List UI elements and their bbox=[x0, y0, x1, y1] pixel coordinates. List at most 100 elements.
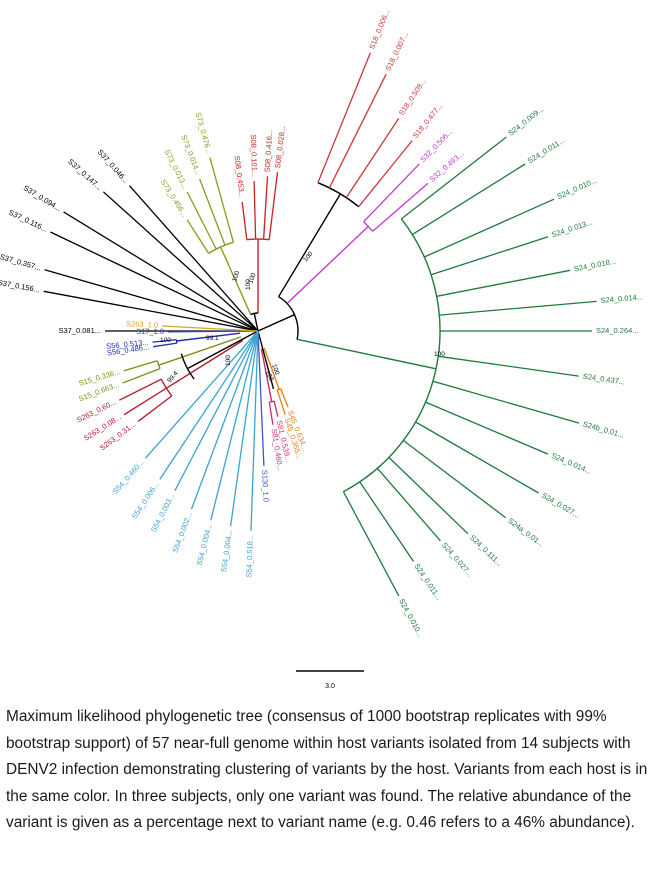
bootstrap-value: 100 bbox=[247, 272, 257, 285]
leaf-branch bbox=[153, 342, 177, 348]
leaf-label: S24_0.264... bbox=[596, 326, 639, 335]
leaf-label: S08_0.101... bbox=[249, 134, 259, 177]
leaf-branch bbox=[401, 136, 507, 220]
leaf-label: S24_0.014... bbox=[600, 292, 643, 305]
leaf-branch bbox=[229, 330, 259, 527]
leaf-branch bbox=[430, 236, 549, 276]
leaf-branch bbox=[162, 325, 259, 332]
leaf-branch bbox=[372, 182, 429, 232]
leaf-branch bbox=[436, 269, 571, 297]
leaf-label: S24_0.027... bbox=[440, 541, 475, 579]
leaf-branch bbox=[388, 456, 469, 535]
leaf-label: S18_0.007... bbox=[383, 30, 410, 72]
leaf-branch bbox=[186, 191, 217, 250]
leaf-label: S54_0.004... bbox=[219, 529, 234, 572]
leaf-branch bbox=[190, 330, 259, 510]
leaf-branch bbox=[257, 330, 265, 466]
clade-stem bbox=[286, 225, 369, 305]
leaf-label: S56_0.513... bbox=[106, 338, 149, 351]
leaf-branch bbox=[328, 73, 387, 189]
leaf-label: S24_0.010... bbox=[397, 597, 425, 639]
clade-stem bbox=[219, 246, 252, 315]
clade-stem bbox=[296, 338, 437, 370]
leaf-branch bbox=[152, 338, 177, 343]
leaf-branch bbox=[425, 401, 549, 455]
leaf-label: S24_0.010... bbox=[556, 176, 599, 202]
leaf-branch bbox=[174, 330, 259, 492]
leaf-label: S130_1.0 bbox=[260, 470, 270, 502]
leaf-label: S24_0.027... bbox=[540, 491, 581, 520]
backbone-arc bbox=[180, 353, 195, 380]
leaf-branch bbox=[50, 231, 259, 332]
clade-arc bbox=[317, 182, 360, 208]
clade-arc bbox=[343, 218, 441, 493]
leaf-label: S08_0.453... bbox=[233, 155, 247, 198]
leaf-label: S37_0.116... bbox=[7, 208, 49, 234]
leaf-branch bbox=[376, 467, 441, 542]
leaf-branch bbox=[122, 367, 161, 384]
leaf-branch bbox=[415, 421, 539, 494]
leaf-branch bbox=[250, 330, 259, 531]
leaf-branch bbox=[144, 330, 259, 459]
bootstrap-value: 100 bbox=[231, 270, 241, 283]
bootstrap-value: 100 bbox=[302, 250, 315, 263]
bootstrap-value: 99.4 bbox=[166, 370, 180, 384]
leaf-label: S37_0.147... bbox=[66, 157, 104, 192]
bootstrap-value: 100 bbox=[270, 363, 280, 376]
leaf-branch bbox=[403, 439, 506, 519]
clade-stem bbox=[176, 332, 241, 342]
leaf-branch bbox=[345, 118, 400, 198]
leaf-label: S17_1.0 bbox=[136, 327, 164, 336]
leaf-label: S37_0.357... bbox=[0, 252, 42, 272]
leaf-label: S54_0.518... bbox=[244, 535, 254, 578]
leaf-label: S24a_0.01... bbox=[506, 516, 545, 549]
leaf-label: S37_0.094... bbox=[22, 183, 63, 213]
leaf-label: S18_0.477... bbox=[411, 101, 445, 140]
leaf-branch bbox=[241, 201, 248, 240]
leaf-branch bbox=[432, 380, 580, 424]
leaf-label: S54_0.004... bbox=[195, 523, 214, 566]
leaf-label: S24_0.437... bbox=[582, 372, 625, 387]
leaf-branch bbox=[358, 140, 413, 208]
leaf-label: S24_0.011... bbox=[526, 135, 566, 165]
leaf-branch bbox=[268, 401, 274, 425]
leaf-label: S54_0.460... bbox=[111, 458, 146, 496]
tree-branches bbox=[43, 52, 597, 597]
leaf-label: S54_0.002... bbox=[171, 511, 194, 554]
clade-stem bbox=[278, 193, 341, 298]
leaf-branch bbox=[119, 378, 162, 401]
leaf-label: S24_0.014... bbox=[550, 451, 593, 476]
leaf-labels: S37_0.081... S37_0.156... S37_0.357... S37_… bbox=[0, 8, 643, 639]
leaf-branch bbox=[198, 178, 226, 246]
leaf-label: S54_0.003... bbox=[149, 492, 177, 534]
leaf-label: S24_0.018... bbox=[573, 257, 616, 274]
scale-bar-label: 3.0 bbox=[325, 683, 335, 690]
leaf-branch bbox=[159, 330, 259, 480]
leaf-branch bbox=[186, 219, 210, 254]
leaf-label: S37_0.156... bbox=[0, 278, 41, 295]
leaf-label: S24_0.111... bbox=[468, 533, 504, 568]
figure-caption: Maximum likelihood phylogenetic tree (co… bbox=[6, 708, 648, 832]
root-stem bbox=[253, 313, 259, 332]
bootstrap-value: 100 bbox=[225, 355, 232, 366]
leaf-branch bbox=[268, 172, 279, 240]
leaf-branch bbox=[253, 181, 257, 240]
leaf-label: S18_0.006... bbox=[367, 8, 391, 51]
root-stem bbox=[257, 314, 295, 332]
leaf-branch bbox=[317, 52, 372, 183]
leaf-branch bbox=[438, 355, 579, 377]
leaf-branch bbox=[273, 401, 279, 417]
leaf-branch bbox=[262, 176, 269, 240]
leaf-branch bbox=[129, 185, 259, 332]
leaf-branch bbox=[439, 300, 597, 316]
leaf-branch bbox=[280, 388, 289, 408]
leaf-label: S73_0.476... bbox=[194, 111, 214, 154]
bootstrap-value: 100 bbox=[434, 351, 445, 358]
backbone-arc bbox=[278, 296, 299, 340]
leaf-branch bbox=[167, 330, 259, 333]
leaf-branch bbox=[411, 163, 526, 236]
leaf-branch bbox=[123, 387, 167, 416]
bootstrap-value: 99.1 bbox=[206, 335, 219, 342]
leaf-branch bbox=[276, 389, 286, 415]
